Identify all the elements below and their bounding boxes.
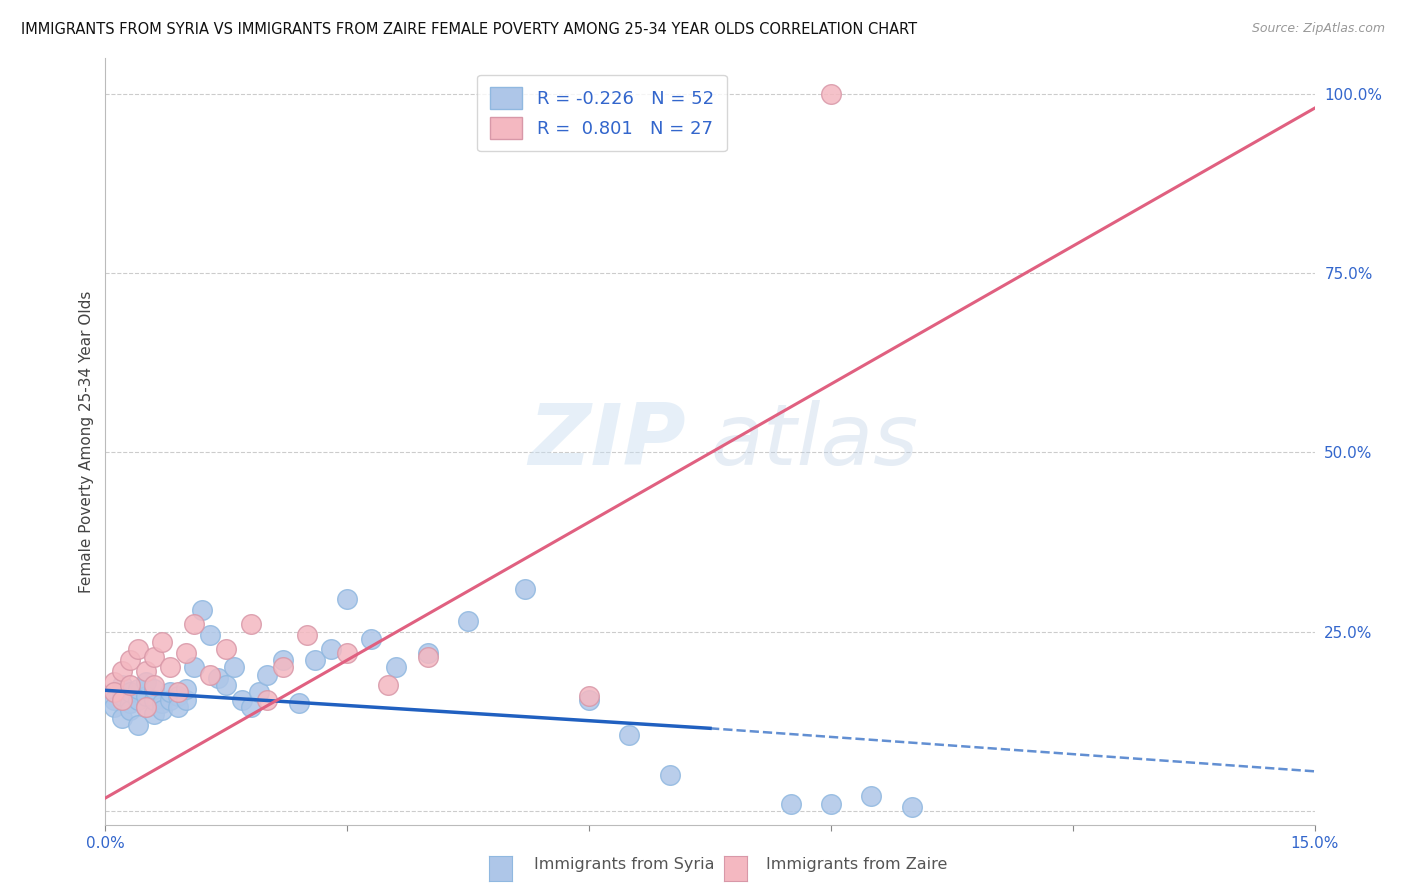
Point: [110, 678, 132, 692]
Legend: R = -0.226   N = 52, R =  0.801   N = 27: R = -0.226 N = 52, R = 0.801 N = 27: [477, 75, 727, 152]
Point: [142, 706, 165, 721]
Point: [513, 582, 536, 596]
Point: [159, 685, 181, 699]
Point: [578, 692, 600, 706]
Point: [174, 692, 197, 706]
Point: [200, 628, 222, 642]
Point: [860, 789, 883, 804]
Point: [103, 674, 125, 689]
Point: [167, 685, 190, 699]
Point: [142, 649, 165, 664]
Point: [224, 660, 246, 674]
Point: [174, 681, 197, 696]
Point: [360, 632, 382, 646]
Point: [110, 710, 132, 724]
Point: [183, 617, 205, 632]
Point: [159, 660, 181, 674]
Point: [336, 646, 359, 660]
Point: [304, 653, 326, 667]
Point: [215, 642, 238, 657]
Point: [271, 660, 294, 674]
Point: [820, 87, 842, 101]
Point: [416, 649, 439, 664]
Point: [150, 703, 173, 717]
Point: [127, 642, 149, 657]
Point: [135, 674, 157, 689]
Point: [457, 614, 479, 628]
Point: [127, 681, 149, 696]
Point: [142, 692, 165, 706]
Point: [820, 797, 842, 811]
Point: [118, 685, 141, 699]
Point: [247, 685, 270, 699]
Point: [110, 692, 132, 706]
Point: [183, 660, 205, 674]
Point: [103, 692, 125, 706]
Point: [336, 592, 359, 607]
Point: [142, 681, 165, 696]
Point: [191, 603, 214, 617]
Point: [900, 800, 922, 814]
Point: [103, 699, 125, 714]
Point: [110, 664, 132, 678]
Text: Immigrants from Syria: Immigrants from Syria: [534, 857, 714, 872]
Point: [256, 692, 278, 706]
Point: [135, 689, 157, 703]
Point: [239, 699, 262, 714]
Point: [135, 699, 157, 714]
Text: Immigrants from Zaire: Immigrants from Zaire: [766, 857, 948, 872]
Point: [215, 678, 238, 692]
Y-axis label: Female Poverty Among 25-34 Year Olds: Female Poverty Among 25-34 Year Olds: [79, 291, 94, 592]
Point: [288, 696, 311, 710]
Point: [200, 667, 222, 681]
Point: [321, 642, 343, 657]
Point: [295, 628, 318, 642]
Text: IMMIGRANTS FROM SYRIA VS IMMIGRANTS FROM ZAIRE FEMALE POVERTY AMONG 25-34 YEAR O: IMMIGRANTS FROM SYRIA VS IMMIGRANTS FROM…: [21, 22, 917, 37]
Point: [384, 660, 406, 674]
Text: ZIP: ZIP: [529, 400, 686, 483]
Point: [658, 768, 681, 782]
Point: [779, 797, 801, 811]
Point: [207, 671, 229, 685]
Point: [619, 729, 641, 743]
Point: [159, 692, 181, 706]
Point: [103, 685, 125, 699]
Point: [256, 667, 278, 681]
Text: atlas: atlas: [710, 400, 918, 483]
Point: [135, 699, 157, 714]
Point: [135, 664, 157, 678]
Point: [110, 689, 132, 703]
Point: [416, 646, 439, 660]
Point: [174, 646, 197, 660]
Point: [127, 717, 149, 731]
Point: [127, 692, 149, 706]
Point: [142, 678, 165, 692]
Point: [118, 653, 141, 667]
Point: [578, 689, 600, 703]
Point: [150, 696, 173, 710]
Point: [377, 678, 399, 692]
Point: [239, 617, 262, 632]
Point: [118, 696, 141, 710]
Point: [118, 678, 141, 692]
Point: [167, 689, 190, 703]
Point: [231, 692, 253, 706]
Text: Source: ZipAtlas.com: Source: ZipAtlas.com: [1251, 22, 1385, 36]
Point: [150, 635, 173, 649]
Point: [167, 699, 190, 714]
Point: [271, 653, 294, 667]
Point: [118, 703, 141, 717]
